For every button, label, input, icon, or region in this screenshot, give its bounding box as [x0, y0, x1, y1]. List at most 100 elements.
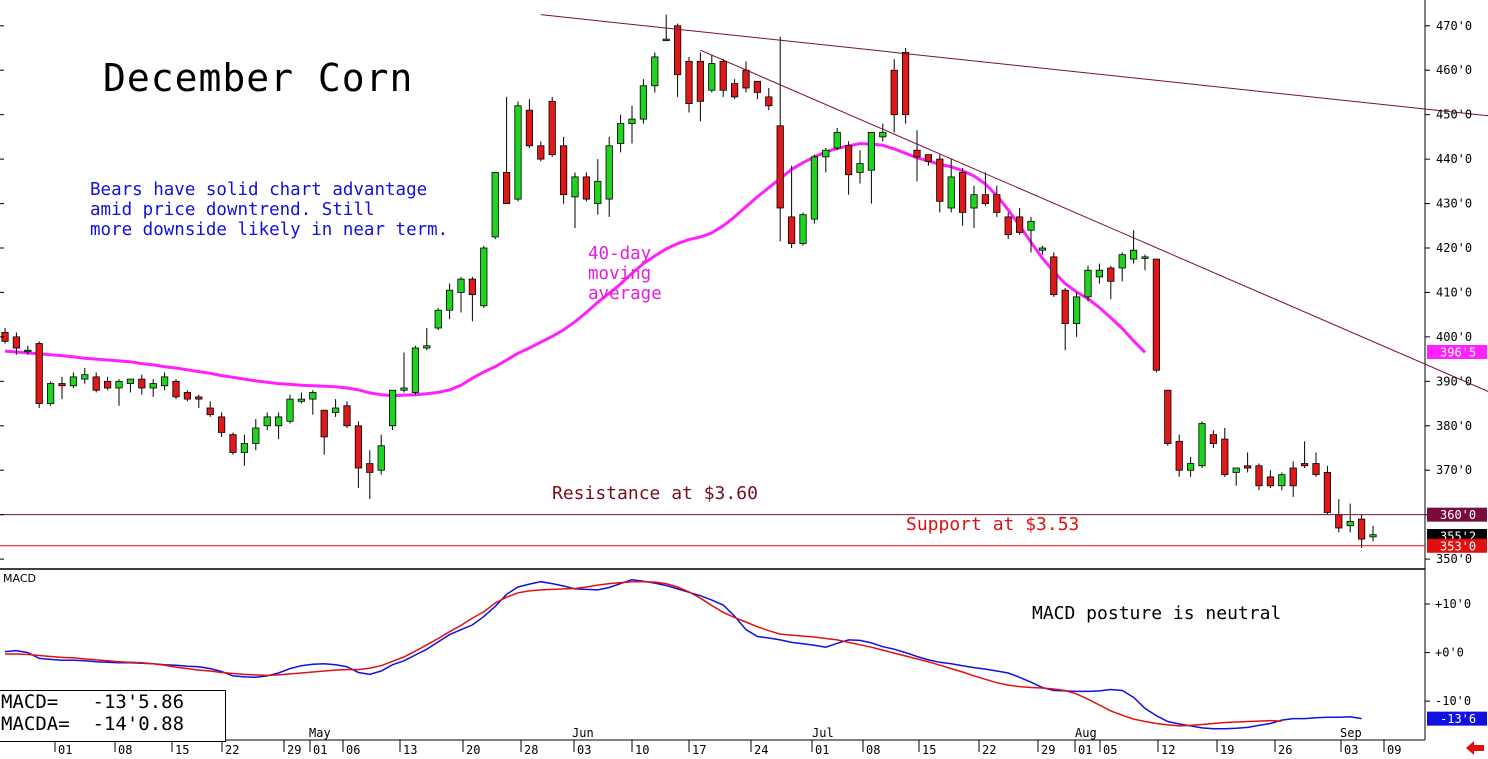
candle: [1187, 456, 1195, 477]
candle: [856, 150, 864, 184]
candle-body: [1027, 220, 1035, 231]
candle: [434, 308, 442, 331]
scroll-left-arrow-icon[interactable]: [1466, 741, 1484, 755]
candle: [377, 434, 385, 475]
candle: [160, 372, 169, 391]
candle: [753, 80, 762, 100]
y-tick-label: 420'0: [1436, 241, 1472, 255]
candle: [274, 412, 283, 440]
candle-body: [639, 85, 648, 120]
macd-annotation: MACD posture is neutral: [1032, 603, 1282, 624]
candle-body: [1323, 472, 1331, 513]
x-month-label: May: [309, 726, 331, 740]
resistance-annotation: Resistance at $3.60: [552, 483, 758, 504]
candle-body: [502, 172, 511, 204]
candle-body: [400, 387, 408, 391]
candle: [993, 185, 1001, 217]
candle-body: [913, 149, 921, 158]
candle-body: [12, 336, 20, 349]
candle: [286, 394, 294, 424]
candle-body: [890, 69, 898, 116]
candle-body: [468, 278, 477, 296]
candle: [571, 172, 579, 228]
candle: [685, 56, 693, 113]
y-tick-label: 460'0: [1436, 63, 1472, 77]
candle-body: [160, 376, 169, 387]
candle-body: [47, 383, 55, 404]
macd-layer: [4, 578, 1362, 730]
macd-y-tick-label: +0'0: [1435, 646, 1464, 660]
candle: [240, 434, 248, 466]
candle: [217, 412, 226, 437]
candle: [1107, 265, 1115, 300]
candle: [138, 374, 146, 395]
x-day-label: 24: [754, 743, 768, 757]
candle: [1369, 525, 1377, 542]
trendline: [700, 49, 1488, 392]
candle-body: [867, 132, 876, 171]
y-tick-label: 370'0: [1436, 463, 1472, 477]
macda-line: [5, 580, 1282, 727]
candle: [1164, 389, 1172, 446]
candle: [172, 379, 180, 400]
candles-layer: [1, 14, 1377, 548]
x-day-label: 22: [982, 743, 996, 757]
candle: [115, 379, 123, 406]
candle: [491, 172, 499, 240]
candle: [514, 101, 522, 202]
candle: [331, 399, 340, 417]
chart-title: December Corn: [103, 56, 414, 100]
candle-body: [1107, 267, 1115, 282]
price-tag-bg: [1427, 345, 1487, 359]
moving-average-layer: [4, 142, 1147, 398]
candle-body: [742, 69, 750, 89]
candle-body: [423, 345, 431, 349]
candle-body: [1016, 216, 1024, 233]
x-month-label: Sep: [1340, 726, 1362, 740]
candle-body: [217, 416, 226, 433]
candle-body: [1187, 463, 1195, 471]
candle-body: [981, 194, 990, 204]
candle-body: [1232, 467, 1240, 473]
x-month-label: Jun: [572, 726, 594, 740]
candle-body: [1255, 465, 1263, 487]
candle: [1084, 265, 1092, 302]
candle: [502, 96, 511, 204]
candle: [35, 341, 43, 408]
candle: [924, 154, 933, 166]
candle-body: [696, 60, 705, 102]
candle-body: [1084, 269, 1092, 298]
price-tag-label: 396'5: [1440, 346, 1476, 360]
candle: [1141, 254, 1149, 271]
candle: [639, 79, 648, 124]
candle: [560, 136, 568, 204]
y-tick-label: 400'0: [1436, 330, 1472, 344]
candle-body: [195, 396, 203, 400]
candle-body: [35, 343, 43, 404]
candle: [867, 132, 876, 204]
candle: [1323, 465, 1331, 515]
candle-body: [252, 427, 260, 444]
candle: [776, 36, 784, 242]
x-day-label: 01: [815, 743, 829, 757]
x-day-label: 05: [1103, 743, 1117, 757]
candle-body: [582, 176, 591, 200]
candle-body: [1175, 440, 1183, 471]
candle-body: [206, 407, 214, 416]
candle: [47, 381, 55, 406]
candle: [423, 328, 431, 351]
candle-body: [651, 56, 659, 87]
candle: [651, 52, 659, 93]
candle: [388, 389, 397, 431]
candle: [902, 48, 910, 124]
candle-body: [1164, 389, 1172, 444]
candle: [320, 409, 328, 455]
candle: [1346, 503, 1354, 533]
candle: [822, 148, 830, 173]
candle-body: [1358, 518, 1366, 540]
candle: [104, 376, 112, 391]
candle: [263, 412, 271, 431]
candle: [674, 23, 682, 97]
candle: [468, 276, 477, 322]
